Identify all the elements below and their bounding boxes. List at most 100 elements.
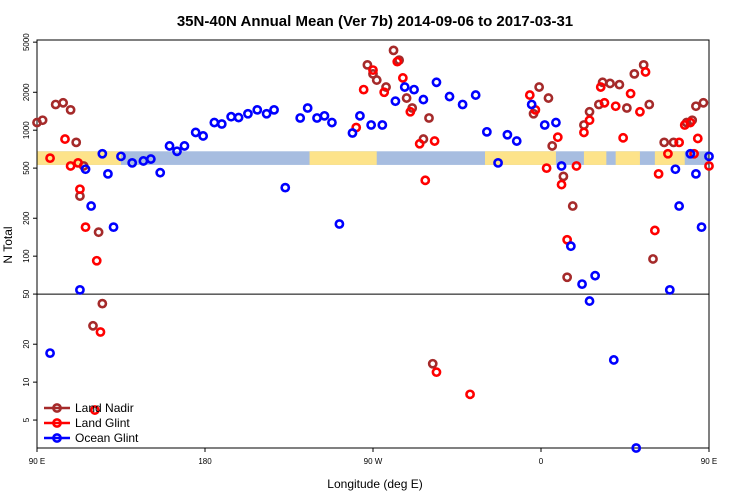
data-point	[670, 164, 681, 175]
y-tick-label: 5	[22, 417, 31, 422]
y-tick-label: 10	[22, 377, 31, 386]
data-point	[86, 201, 97, 211]
data-point	[269, 104, 279, 115]
data-point	[312, 113, 322, 123]
data-point	[379, 87, 390, 98]
data-point	[71, 137, 82, 148]
data-point	[347, 128, 358, 138]
chart-title: 35N-40N Annual Mean (Ver 7b) 2014-09-06 …	[177, 13, 573, 30]
data-point	[116, 151, 126, 162]
data-point	[534, 82, 545, 92]
data-point	[556, 161, 567, 171]
data-point	[595, 82, 606, 92]
data-point	[470, 90, 481, 100]
data-point	[618, 132, 629, 143]
data-point	[97, 148, 108, 159]
data-point	[58, 97, 69, 108]
data-point	[280, 182, 291, 193]
data-point	[663, 148, 673, 159]
data-point	[565, 241, 576, 252]
data-point	[691, 101, 701, 112]
x-tick-label: 90 E	[701, 457, 717, 466]
x-tick-label: 90 W	[364, 457, 383, 466]
data-point	[327, 117, 337, 128]
data-point	[80, 164, 91, 175]
data-point	[261, 108, 272, 119]
y-axis: 5 10 20 50 100 200 500 1000 2000 5000	[22, 33, 37, 422]
data-point	[424, 113, 434, 123]
data-point	[567, 201, 578, 211]
land-band-segment	[309, 151, 377, 165]
land-ocean-band	[37, 151, 709, 165]
data-point	[164, 141, 175, 151]
data-point	[302, 103, 313, 113]
data-point	[127, 158, 138, 168]
data-point	[502, 129, 513, 140]
data-point	[377, 120, 388, 130]
data-point	[649, 225, 660, 236]
data-point	[698, 97, 709, 108]
data-point	[571, 161, 582, 171]
series-land-glint	[45, 56, 714, 415]
data-point	[427, 358, 438, 369]
data-point	[233, 112, 244, 123]
data-point	[366, 120, 377, 130]
data-point	[704, 151, 714, 162]
y-tick-label: 500	[22, 161, 31, 175]
data-point	[610, 101, 621, 112]
legend-label: Ocean Glint	[75, 431, 139, 445]
data-point	[414, 138, 425, 149]
data-point	[685, 148, 696, 159]
data-point	[543, 93, 554, 103]
data-point	[444, 91, 455, 102]
data-point	[399, 82, 410, 92]
data-point	[91, 255, 102, 266]
y-tick-label: 200	[22, 211, 31, 225]
data-point	[539, 120, 550, 130]
data-point	[629, 68, 640, 79]
legend-label: Land Glint	[75, 416, 130, 430]
legend-marker	[52, 418, 62, 428]
data-point	[659, 137, 670, 148]
data-point	[493, 158, 503, 168]
data-point	[75, 284, 85, 295]
data-point	[420, 175, 431, 186]
data-point	[198, 131, 209, 141]
data-point	[685, 117, 696, 128]
data-point	[579, 127, 589, 138]
data-point	[614, 79, 625, 90]
data-point	[103, 168, 113, 179]
data-point	[390, 96, 401, 107]
data-point	[392, 56, 403, 67]
data-point	[401, 93, 412, 103]
data-point	[179, 141, 190, 151]
data-point	[552, 132, 563, 143]
data-point	[50, 99, 61, 110]
data-point	[562, 272, 573, 283]
data-point	[405, 106, 416, 117]
data-point	[551, 117, 561, 128]
x-axis-title: Longitude (deg E)	[327, 477, 422, 491]
data-point	[584, 106, 595, 117]
data-point	[397, 73, 408, 83]
data-point	[371, 75, 382, 85]
data-point	[362, 59, 373, 70]
data-point	[558, 171, 569, 182]
data-point	[674, 201, 685, 211]
y-tick-label: 20	[22, 339, 31, 348]
data-point	[243, 108, 253, 119]
data-point	[584, 115, 595, 126]
legend-marker	[52, 403, 62, 413]
data-point	[541, 163, 552, 174]
data-point	[704, 161, 714, 171]
data-point	[89, 405, 100, 415]
y-tick-label: 1000	[22, 121, 31, 139]
x-tick-label: 0	[539, 457, 544, 466]
data-point	[696, 222, 707, 233]
data-point	[635, 106, 645, 117]
data-point	[37, 115, 48, 126]
data-point	[409, 84, 419, 95]
data-point	[465, 389, 475, 400]
